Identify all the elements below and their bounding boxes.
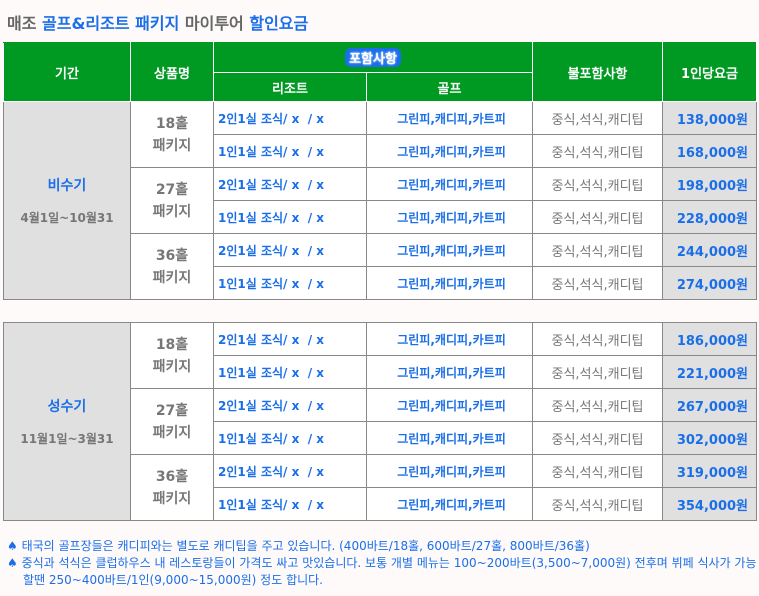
price-cell: 274,000원 (662, 266, 757, 300)
season-cell: 성수기 11월1일~3월31 (3, 322, 131, 521)
table-row: 27홀 패키지 2인1실 조식/ x / x 그린피,캐디피,카트피 중식,석식,캐디… (4, 167, 757, 234)
resort-cell: 1인1실 조식/ x / x (213, 266, 367, 300)
resort-cell: 1인1실 조식/ x / x (213, 200, 367, 234)
price-cell: 354,000원 (662, 487, 757, 521)
golf-cell: 그린피,캐디피,카트피 (366, 266, 533, 300)
resort-cell: 2인1실 조식/ x / x (213, 233, 367, 267)
excluded-cell: 중식,석식,캐디팁 (532, 388, 663, 422)
excluded-cell: 중식,석식,캐디팁 (532, 200, 663, 234)
excluded-cell: 중식,석식,캐디팁 (532, 101, 663, 135)
title-part: 매조 (7, 14, 43, 33)
header-included: 포함사항 (213, 42, 533, 73)
header-resort: 리조트 (213, 72, 367, 102)
product-name: 18홀 패키지 (130, 322, 214, 389)
golf-cell: 그린피,캐디피,카트피 (366, 101, 533, 135)
price-cell: 319,000원 (662, 454, 757, 488)
price-cell: 221,000원 (662, 355, 757, 389)
header-product: 상품명 (130, 42, 214, 102)
table-row: 1인1실 조식/ x / x 그린피,캐디피,카트피 중식,석식,캐디팁 228,00… (4, 200, 757, 234)
excluded-cell: 중식,석식,캐디팁 (532, 421, 663, 455)
excluded-cell: 중식,석식,캐디팁 (532, 167, 663, 201)
season-cell: 비수기 4월1일~10월31 (3, 101, 131, 300)
resort-cell: 1인1실 조식/ x / x (213, 355, 367, 389)
golf-cell: 그린피,캐디피,카트피 (366, 454, 533, 488)
golf-cell: 그린피,캐디피,카트피 (366, 233, 533, 267)
table-row: 1인1실 조식/ x / x 그린피,캐디피,카트피 중식,석식,캐디팁 354,00… (4, 487, 757, 521)
price-cell: 198,000원 (662, 167, 757, 201)
product-name: 27홀 패키지 (130, 388, 214, 455)
included-label: 포함사항 (345, 48, 401, 67)
notes: ♠ 태국의 골프장들은 캐디피와는 별도로 캐디팁을 주고 있습니다. (400… (7, 538, 757, 589)
resort-cell: 2인1실 조식/ x / x (213, 101, 367, 135)
golf-cell: 그린피,캐디피,카트피 (366, 355, 533, 389)
page-title: 매조 골프&리조트 패키지 마이투어 할인요금 (7, 10, 308, 34)
resort-cell: 2인1실 조식/ x / x (213, 454, 367, 488)
header-period: 기간 (3, 42, 131, 102)
price-cell: 302,000원 (662, 421, 757, 455)
table-row: 1인1실 조식/ x / x 그린피,캐디피,카트피 중식,석식,캐디팁 274,00… (4, 266, 757, 300)
golf-cell: 그린피,캐디피,카트피 (366, 200, 533, 234)
golf-cell: 그린피,캐디피,카트피 (366, 487, 533, 521)
resort-cell: 1인1실 조식/ x / x (213, 134, 367, 168)
price-table-high-season: 성수기 11월1일~3월31 18홀 패키지 2인1실 조식/ x / x 그린피,캐디… (3, 322, 757, 521)
table-row: 27홀 패키지 2인1실 조식/ x / x 그린피,캐디피,카트피 중식,석식,캐디… (4, 388, 757, 455)
golf-cell: 그린피,캐디피,카트피 (366, 167, 533, 201)
product-name: 36홀 패키지 (130, 233, 214, 300)
resort-cell: 1인1실 조식/ x / x (213, 487, 367, 521)
price-cell: 168,000원 (662, 134, 757, 168)
golf-cell: 그린피,캐디피,카트피 (366, 134, 533, 168)
table-row: 성수기 11월1일~3월31 18홀 패키지 2인1실 조식/ x / x 그린피,캐디… (3, 322, 757, 521)
season-dates: 11월1일~3월31 (20, 432, 114, 446)
header-golf: 골프 (366, 72, 533, 102)
header-price: 1인당요금 (662, 42, 757, 102)
price-table-low-season: 기간 상품명 포함사항 불포함사항 1인당요금 리조트 골프 비수기 4월1일~1… (3, 42, 757, 300)
table-row: 36홀 패키지 2인1실 조식/ x / x 그린피,캐디피,카트피 중식,석식,캐디… (4, 454, 757, 521)
header-excluded: 불포함사항 (532, 42, 663, 102)
table-row: 36홀 패키지 2인1실 조식/ x / x 그린피,캐디피,카트피 중식,석식,캐디… (4, 233, 757, 300)
season-dates: 4월1일~10월31 (20, 211, 114, 225)
price-cell: 228,000원 (662, 200, 757, 234)
resort-cell: 1인1실 조식/ x / x (213, 421, 367, 455)
table-row: 1인1실 조식/ x / x 그린피,캐디피,카트피 중식,석식,캐디팁 168,00… (4, 134, 757, 168)
golf-cell: 그린피,캐디피,카트피 (366, 322, 533, 356)
title-part: 골프&리조트 패키지 (42, 14, 180, 33)
table-row: 비수기 4월1일~10월31 18홀 패키지 2인1실 조식/ x / x 그린피,캐디… (3, 101, 757, 300)
season-name: 성수기 (47, 399, 87, 415)
season-name: 비수기 (47, 178, 87, 194)
golf-cell: 그린피,캐디피,카트피 (366, 421, 533, 455)
note: ♠ 중식과 석식은 클럽하우스 내 레스토랑들이 가격도 싸고 맛있습니다. 보… (7, 556, 757, 587)
excluded-cell: 중식,석식,캐디팁 (532, 322, 663, 356)
price-cell: 186,000원 (662, 322, 757, 356)
resort-cell: 2인1실 조식/ x / x (213, 322, 367, 356)
excluded-cell: 중식,석식,캐디팁 (532, 355, 663, 389)
table-row: 1인1실 조식/ x / x 그린피,캐디피,카트피 중식,석식,캐디팁 221,00… (4, 355, 757, 389)
price-cell: 267,000원 (662, 388, 757, 422)
product-name: 27홀 패키지 (130, 167, 214, 234)
resort-cell: 2인1실 조식/ x / x (213, 388, 367, 422)
note: ♠ 태국의 골프장들은 캐디피와는 별도로 캐디팁을 주고 있습니다. (400… (7, 539, 590, 553)
price-cell: 244,000원 (662, 233, 757, 267)
product-name: 36홀 패키지 (130, 454, 214, 521)
excluded-cell: 중식,석식,캐디팁 (532, 233, 663, 267)
price-cell: 138,000원 (662, 101, 757, 135)
golf-cell: 그린피,캐디피,카트피 (366, 388, 533, 422)
excluded-cell: 중식,석식,캐디팁 (532, 487, 663, 521)
title-part: 마이투어 (179, 14, 250, 33)
excluded-cell: 중식,석식,캐디팁 (532, 454, 663, 488)
excluded-cell: 중식,석식,캐디팁 (532, 134, 663, 168)
excluded-cell: 중식,석식,캐디팁 (532, 266, 663, 300)
resort-cell: 2인1실 조식/ x / x (213, 167, 367, 201)
title-part: 할인요금 (249, 14, 309, 33)
product-name: 18홀 패키지 (130, 101, 214, 168)
